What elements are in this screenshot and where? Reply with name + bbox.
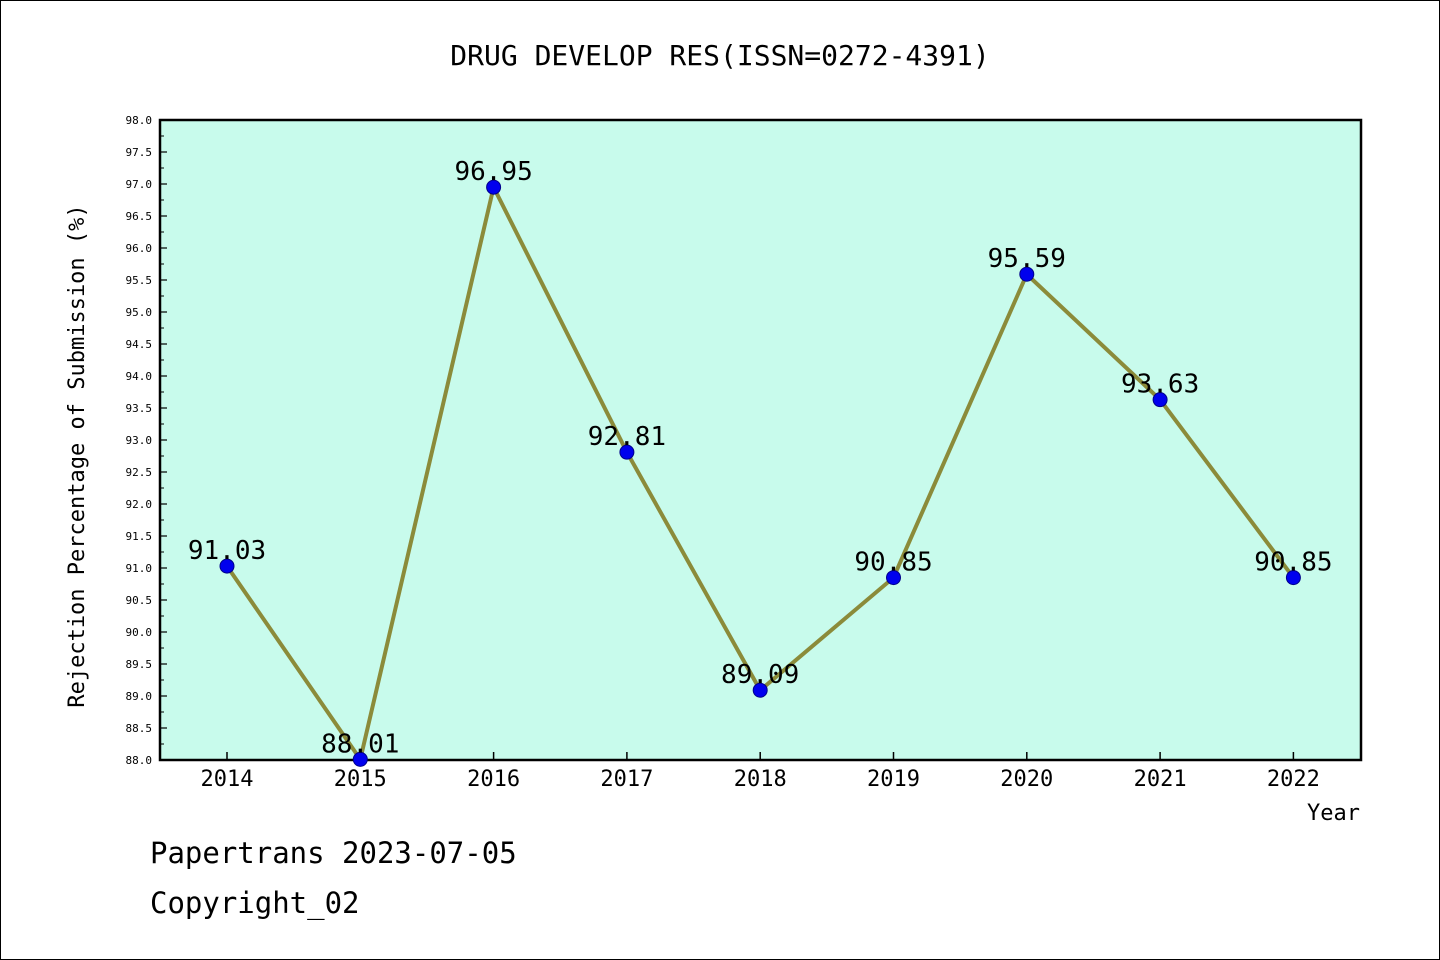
x-tick-label: 2017: [600, 767, 653, 792]
data-point: [219, 558, 235, 574]
x-tick-label: 2018: [734, 767, 787, 792]
data-point: [1152, 392, 1168, 408]
x-tick-label: 2014: [201, 767, 254, 792]
y-tick-label: 89.5: [126, 658, 153, 671]
data-label: 96.95: [454, 157, 532, 187]
data-label: 88.01: [321, 729, 399, 759]
x-axis: 2014 2015 2016 2017 2018 2019 2020 2021 2022: [201, 752, 1320, 792]
footer-copyright: Copyright_02: [150, 886, 360, 920]
y-tick-label: 98.0: [126, 114, 153, 127]
data-point: [619, 444, 635, 460]
y-tick-label: 88.0: [126, 754, 153, 767]
y-tick-label: 97.0: [126, 178, 153, 191]
y-tick-label: 94.0: [126, 370, 153, 383]
x-tick-label: 2016: [467, 767, 520, 792]
data-point: [752, 682, 768, 698]
x-axis-label: Year: [1307, 801, 1360, 826]
y-tick-label: 92.5: [126, 466, 153, 479]
plot-area: [158, 118, 1363, 762]
data-label: 92.81: [588, 422, 666, 452]
data-label: 95.59: [988, 244, 1066, 274]
footer-date: Papertrans 2023-07-05: [150, 836, 517, 870]
y-tick-label: 96.5: [126, 210, 153, 223]
data-markers: [219, 179, 1301, 767]
data-label: 91.03: [188, 536, 266, 566]
y-tick-label: 90.0: [126, 626, 153, 639]
y-tick-label: 95.5: [126, 274, 153, 287]
x-tick-label: 2020: [1000, 767, 1053, 792]
y-tick-label: 91.5: [126, 530, 153, 543]
data-labels: 91.03 88.01 96.95 92.81 89.09 90.85 95.59 93.63…: [188, 157, 1333, 759]
data-point: [486, 179, 502, 195]
data-point: [1019, 266, 1035, 282]
y-axis-label: Rejection Percentage of Submission (%): [65, 204, 90, 707]
x-tick-label: 2022: [1267, 767, 1320, 792]
chart-title: DRUG DEVELOP RES(ISSN=0272-4391): [450, 39, 989, 72]
data-label: 90.85: [1254, 548, 1332, 578]
y-tick-label: 96.0: [126, 242, 153, 255]
data-point: [1285, 570, 1301, 586]
y-tick-label: 91.0: [126, 562, 153, 575]
y-axis: 88.0 88.5 89.0 89.5 90.0 90.5 91.0 91.5 92.0 92.5…: [126, 114, 167, 767]
y-tick-label: 94.5: [126, 338, 153, 351]
y-tick-label: 88.5: [126, 722, 153, 735]
y-tick-label: 92.0: [126, 498, 153, 511]
y-tick-label: 93.5: [126, 402, 153, 415]
x-tick-label: 2021: [1134, 767, 1187, 792]
y-tick-label: 90.5: [126, 594, 153, 607]
data-label: 89.09: [721, 660, 799, 690]
data-label: 90.85: [854, 548, 932, 578]
data-label: 93.63: [1121, 370, 1199, 400]
y-tick-label: 93.0: [126, 434, 153, 447]
y-tick-label: 95.0: [126, 306, 153, 319]
y-tick-label: 89.0: [126, 690, 153, 703]
y-tick-label: 97.5: [126, 146, 153, 159]
data-point: [352, 751, 368, 767]
x-tick-label: 2015: [334, 767, 387, 792]
x-tick-label: 2019: [867, 767, 920, 792]
data-point: [886, 570, 901, 586]
